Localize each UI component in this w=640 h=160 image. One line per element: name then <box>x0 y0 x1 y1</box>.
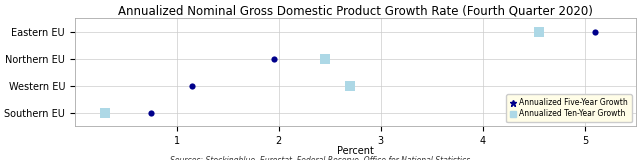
Text: Sources: Stockingblue, Eurostat, Federal Reserve, Office for National Statistics: Sources: Stockingblue, Eurostat, Federal… <box>170 156 470 160</box>
Title: Annualized Nominal Gross Domestic Product Growth Rate (Fourth Quarter 2020): Annualized Nominal Gross Domestic Produc… <box>118 4 593 17</box>
Legend: Annualized Five-Year Growth, Annualized Ten-Year Growth: Annualized Five-Year Growth, Annualized … <box>506 94 632 122</box>
Point <box>100 111 111 114</box>
Point <box>269 57 279 60</box>
X-axis label: Percent: Percent <box>337 146 374 156</box>
Point <box>345 84 355 87</box>
Point <box>590 31 600 33</box>
Point <box>187 84 197 87</box>
Point <box>146 111 156 114</box>
Point <box>534 31 544 33</box>
Point <box>319 57 330 60</box>
